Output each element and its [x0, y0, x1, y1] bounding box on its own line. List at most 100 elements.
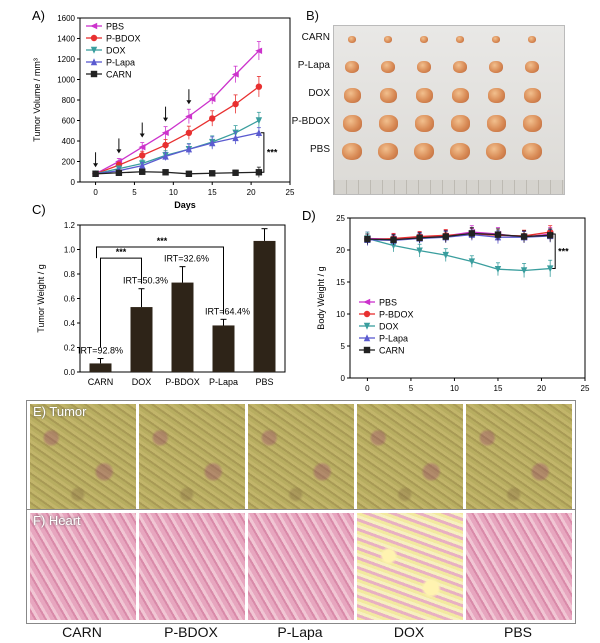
column-label: DOX [393, 624, 425, 640]
legend-label: PBS [379, 298, 397, 308]
data-point [520, 233, 528, 240]
tumor-histology-strip: E) Tumor [26, 400, 576, 521]
tumor-specimen [453, 61, 467, 74]
series-carn [92, 166, 263, 178]
tumor-specimen [525, 61, 539, 74]
bar [212, 325, 235, 372]
data-point [390, 242, 397, 250]
x-tick-label: 5 [132, 188, 137, 197]
photo-row-label: CARN [301, 32, 330, 43]
tumor-specimen [456, 35, 464, 43]
significance-bracket [96, 246, 224, 315]
significance-label: *** [558, 246, 569, 256]
heart-histology-strip: F) Heart [26, 509, 576, 624]
legend-marker [363, 322, 371, 330]
x-tick-label: DOX [132, 377, 152, 387]
data-point [185, 170, 193, 177]
tumor-specimen [414, 143, 434, 160]
tumor-specimen [492, 35, 500, 43]
data-point [546, 232, 554, 239]
tumor-histology-p-lapa [248, 404, 354, 517]
x-tick-label: 15 [208, 188, 217, 197]
legend-label: CARN [106, 70, 132, 80]
data-point [255, 83, 263, 90]
legend-marker [363, 334, 371, 342]
data-point [390, 236, 397, 243]
y-axis-label: Body Weight / g [316, 266, 326, 329]
y-tick-label: 25 [336, 214, 345, 223]
significance-bracket [552, 233, 556, 270]
tumor-specimen [522, 143, 542, 160]
series-line [367, 232, 551, 241]
y-tick-label: 0.2 [64, 344, 76, 353]
injection-arrow [163, 106, 169, 122]
data-point [255, 129, 263, 136]
photo-row-label: PBS [309, 144, 330, 155]
panel-label: D) [302, 208, 316, 223]
y-tick-label: 200 [62, 158, 76, 167]
y-tick-label: 1000 [57, 76, 75, 85]
y-axis-label: Tumor Weight / g [36, 264, 46, 333]
x-tick-label: P-BDOX [165, 377, 200, 387]
y-tick-label: 600 [62, 117, 76, 126]
y-tick-label: 1400 [57, 35, 75, 44]
column-label: CARN [62, 624, 102, 640]
data-point [139, 152, 146, 159]
data-point [162, 169, 169, 176]
data-point [162, 141, 169, 149]
data-point [209, 170, 216, 177]
series-dox [364, 231, 554, 278]
data-point [209, 139, 216, 147]
irt-annotation: IRT=64.4% [205, 306, 250, 316]
data-point [255, 47, 263, 54]
tumor-specimen [486, 143, 506, 160]
series-carn [364, 227, 554, 245]
tumor-specimen [450, 115, 470, 132]
data-point [185, 113, 193, 120]
x-tick-label: PBS [255, 377, 273, 387]
data-point [139, 168, 146, 175]
legend-label: CARN [379, 346, 405, 356]
injection-arrow [186, 89, 192, 105]
data-point [209, 115, 216, 122]
x-tick-label: 0 [365, 384, 370, 393]
y-tick-label: 10 [336, 310, 345, 319]
series-line [95, 132, 260, 175]
column-label: PBS [503, 624, 532, 640]
tumor-histology-p-bdox [139, 404, 245, 517]
bar-pbs [253, 228, 276, 372]
y-tick-label: 20 [336, 246, 345, 255]
y-tick-label: 1.2 [64, 221, 76, 230]
legend-label: DOX [379, 322, 399, 332]
y-tick-label: 1600 [57, 14, 75, 23]
data-point [232, 169, 239, 176]
legend-label: PBS [106, 22, 124, 32]
data-point [185, 145, 193, 153]
legend-label: P-Lapa [379, 334, 408, 344]
legend-label: P-Lapa [106, 58, 135, 68]
tumor-specimen [342, 115, 362, 132]
irt-annotation: IRT=50.3% [123, 276, 168, 286]
significance-label: *** [157, 236, 168, 246]
data-point [416, 247, 423, 255]
data-point [138, 143, 146, 151]
data-point [208, 95, 216, 103]
tumor-weight-chart: C) 0.0 0.2 0.4 0.6 0.8 1.0 1.2 Tumor Weight / g C… [32, 202, 286, 387]
tumor-specimen [523, 88, 541, 103]
data-point [115, 169, 123, 176]
data-point [364, 235, 371, 243]
y-tick-label: 0.0 [64, 368, 76, 377]
data-point [442, 251, 449, 259]
data-point [442, 233, 449, 240]
data-point [520, 267, 528, 275]
tumor-specimen [343, 88, 361, 103]
tumor-photo [333, 25, 565, 195]
data-point [161, 129, 169, 136]
bar-p-bdox [171, 266, 194, 372]
data-point [231, 71, 239, 78]
data-point [232, 134, 239, 142]
data-point [546, 265, 554, 273]
x-tick-label: P-Lapa [209, 377, 238, 387]
tumor-specimen [486, 115, 506, 132]
x-tick-label: 10 [169, 188, 178, 197]
